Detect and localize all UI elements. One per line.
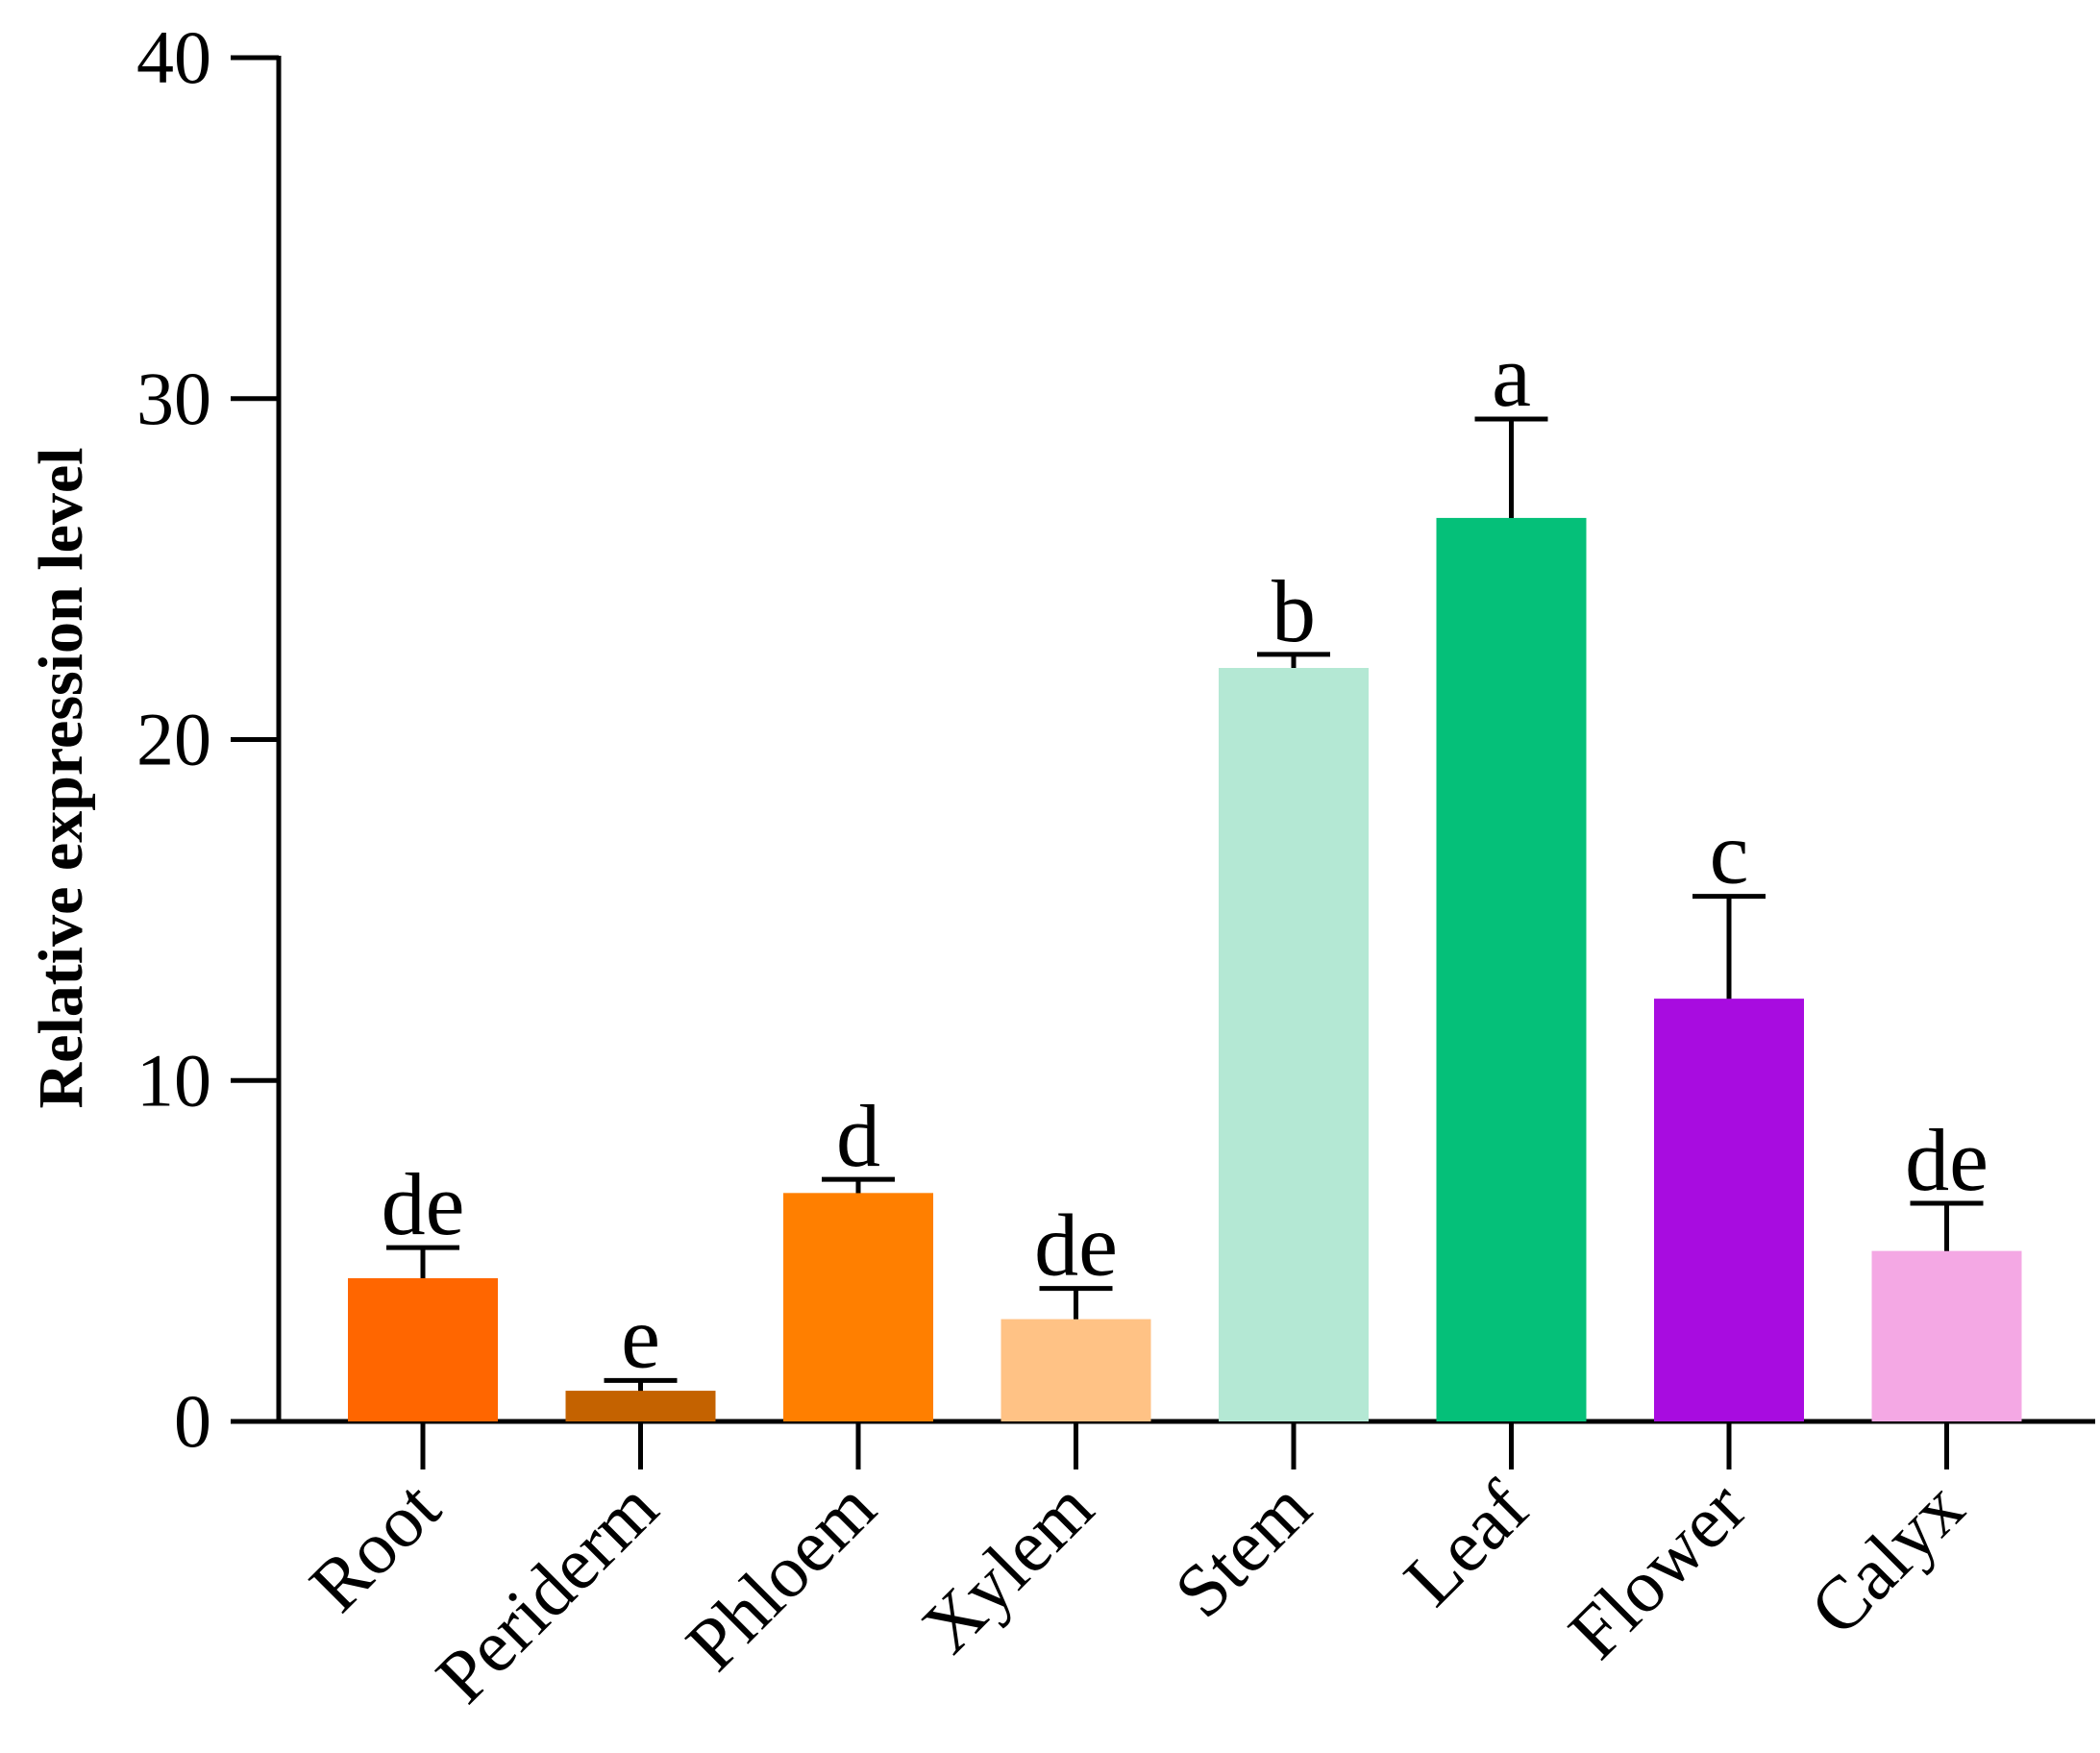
bar-periderm [565, 1391, 716, 1421]
significance-label: de [1905, 1111, 1989, 1209]
bar-leaf [1436, 517, 1587, 1421]
x-tick-label: Stem [1158, 1466, 1326, 1634]
y-tick-label: 10 [136, 1038, 211, 1122]
bar-calyx [1871, 1250, 2022, 1421]
x-tick-label: Root [293, 1465, 456, 1627]
significance-label: a [1492, 327, 1531, 425]
significance-label: b [1272, 562, 1316, 660]
y-tick-label: 30 [136, 357, 211, 440]
significance-label: e [621, 1288, 660, 1386]
bars-group: de e d de b a c de [348, 327, 2022, 1421]
x-tick-label: Phloem [670, 1466, 891, 1687]
significance-label: de [382, 1155, 465, 1253]
y-tick-label: 40 [136, 15, 211, 99]
bar-xylem [1001, 1319, 1151, 1421]
y-axis-title-group: Relative expression level [26, 448, 96, 1109]
y-tick-label: 20 [136, 698, 211, 781]
y-axis-title: Relative expression level [26, 448, 96, 1109]
bar-phloem [783, 1193, 933, 1421]
bar-stem [1219, 668, 1369, 1421]
y-axis-ticks: 0 10 20 30 40 [136, 15, 279, 1463]
x-tick-label: Calyx [1793, 1466, 1979, 1651]
significance-label: d [836, 1087, 880, 1185]
bar-flower [1654, 999, 1804, 1421]
x-tick-label: Periderm [420, 1466, 674, 1719]
y-tick-label: 0 [174, 1379, 211, 1463]
x-tick-label: Leaf [1388, 1465, 1544, 1621]
significance-label: c [1710, 804, 1749, 902]
x-tick-label: Flower [1552, 1465, 1762, 1674]
bar-root [348, 1278, 498, 1421]
significance-label: de [1034, 1197, 1118, 1295]
x-tick-label: Xylem [905, 1466, 1109, 1669]
